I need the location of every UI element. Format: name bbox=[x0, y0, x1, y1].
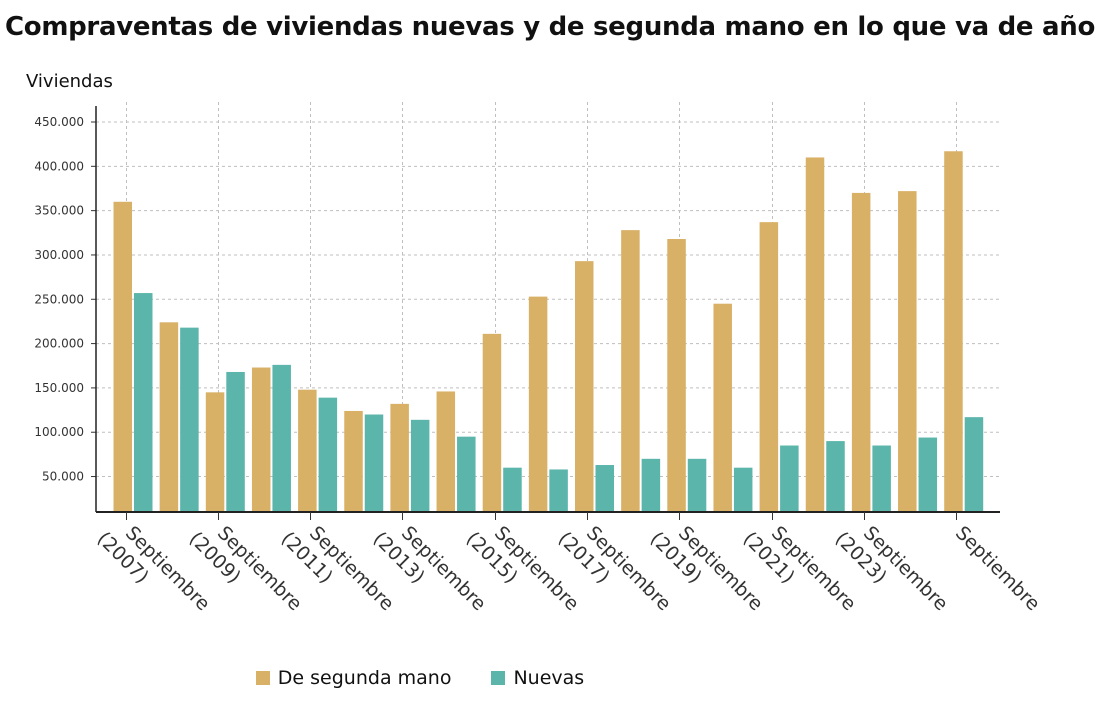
legend-swatch-nuevas bbox=[491, 671, 506, 685]
x-tick-label: Septiembre bbox=[951, 522, 1044, 615]
bar-segunda-mano-2007[interactable] bbox=[113, 201, 133, 513]
bar-segunda-mano-2017[interactable] bbox=[575, 261, 594, 512]
bar-nuevas-2018[interactable] bbox=[641, 458, 661, 512]
y-axis-title: Viviendas bbox=[26, 71, 113, 92]
y-tick-label: 400.000 bbox=[34, 159, 84, 173]
bar-nuevas-2017[interactable] bbox=[595, 465, 615, 512]
bar-nuevas-2014[interactable] bbox=[457, 436, 476, 512]
bar-segunda-mano-2011[interactable] bbox=[298, 389, 317, 512]
x-tick-label: Septiembre(2015) bbox=[462, 522, 584, 615]
bar-segunda-mano-2024[interactable] bbox=[898, 191, 917, 513]
y-tick-label: 200.000 bbox=[34, 337, 84, 351]
bar-segunda-mano-2025[interactable] bbox=[944, 151, 963, 512]
x-tick-label: Septiembre(2019) bbox=[646, 522, 768, 615]
legend: De segunda mano Nuevas bbox=[0, 667, 1100, 689]
bar-nuevas-2019[interactable] bbox=[687, 458, 707, 512]
bar-nuevas-2022[interactable] bbox=[826, 441, 845, 512]
x-tick-label-month: Septiembre bbox=[951, 522, 1044, 615]
y-tick-label: 250.000 bbox=[34, 292, 84, 306]
bar-segunda-mano-2014[interactable] bbox=[436, 391, 456, 512]
x-tick-label: Septiembre(2021) bbox=[739, 522, 861, 615]
bar-segunda-mano-2015[interactable] bbox=[482, 333, 502, 512]
y-tick-label: 450.000 bbox=[34, 115, 84, 129]
bar-segunda-mano-2019[interactable] bbox=[667, 239, 686, 512]
legend-item-segunda-mano[interactable]: De segunda mano bbox=[255, 667, 452, 689]
bars bbox=[113, 151, 984, 513]
y-tick-label: 350.000 bbox=[34, 204, 84, 218]
bar-segunda-mano-2018[interactable] bbox=[621, 230, 640, 513]
chart-title: Compraventas de viviendas nuevas y de se… bbox=[4, 12, 1096, 42]
bar-nuevas-2007[interactable] bbox=[134, 293, 153, 512]
bar-nuevas-2021[interactable] bbox=[780, 445, 799, 512]
bar-segunda-mano-2008[interactable] bbox=[159, 322, 179, 512]
x-tick-label: Septiembre(2023) bbox=[831, 522, 953, 615]
y-tick-label: 150.000 bbox=[34, 381, 84, 395]
bar-segunda-mano-2023[interactable] bbox=[851, 192, 871, 512]
bar-segunda-mano-2012[interactable] bbox=[344, 410, 363, 512]
x-axis-ticks: Septiembre(2007) Septiembre(2009) Septiemb… bbox=[93, 512, 1044, 615]
legend-swatch-segunda-mano bbox=[255, 671, 270, 685]
x-tick-label: Septiembre(2013) bbox=[369, 522, 491, 615]
bar-segunda-mano-2021[interactable] bbox=[759, 222, 779, 512]
bar-segunda-mano-2013[interactable] bbox=[390, 403, 409, 512]
legend-label-nuevas: Nuevas bbox=[513, 667, 585, 689]
bar-segunda-mano-2022[interactable] bbox=[805, 157, 825, 513]
bar-nuevas-2012[interactable] bbox=[364, 414, 384, 513]
bar-nuevas-2020[interactable] bbox=[733, 467, 753, 512]
x-tick-label: Septiembre(2017) bbox=[554, 522, 676, 615]
legend-label-segunda-mano: De segunda mano bbox=[277, 667, 452, 689]
bar-nuevas-2023[interactable] bbox=[872, 445, 891, 512]
x-tick-label: Septiembre(2011) bbox=[277, 522, 399, 615]
y-axis-ticks: 50.000 100.000 150.000 200.000 250.000 300.00… bbox=[34, 115, 96, 484]
x-tick-label: Septiembre(2007) bbox=[93, 522, 215, 615]
legend-item-nuevas[interactable]: Nuevas bbox=[491, 667, 584, 689]
bar-nuevas-2008[interactable] bbox=[180, 327, 199, 512]
bar-nuevas-2011[interactable] bbox=[318, 397, 338, 512]
bar-segunda-mano-2009[interactable] bbox=[205, 392, 225, 512]
y-tick-label: 50.000 bbox=[42, 470, 84, 484]
bar-nuevas-2025[interactable] bbox=[964, 417, 984, 512]
x-tick-label: Septiembre(2009) bbox=[185, 522, 307, 615]
y-tick-label: 100.000 bbox=[34, 425, 84, 439]
bar-segunda-mano-2010[interactable] bbox=[251, 367, 271, 512]
axes bbox=[95, 106, 1000, 513]
y-tick-label: 300.000 bbox=[34, 248, 84, 262]
bar-segunda-mano-2020[interactable] bbox=[713, 303, 732, 512]
bar-nuevas-2016[interactable] bbox=[549, 469, 568, 512]
bar-nuevas-2009[interactable] bbox=[226, 371, 245, 512]
bar-nuevas-2013[interactable] bbox=[410, 419, 430, 512]
bar-nuevas-2015[interactable] bbox=[503, 467, 522, 512]
bar-nuevas-2024[interactable] bbox=[918, 437, 938, 512]
bar-nuevas-2010[interactable] bbox=[272, 364, 291, 512]
bar-segunda-mano-2016[interactable] bbox=[528, 296, 548, 512]
